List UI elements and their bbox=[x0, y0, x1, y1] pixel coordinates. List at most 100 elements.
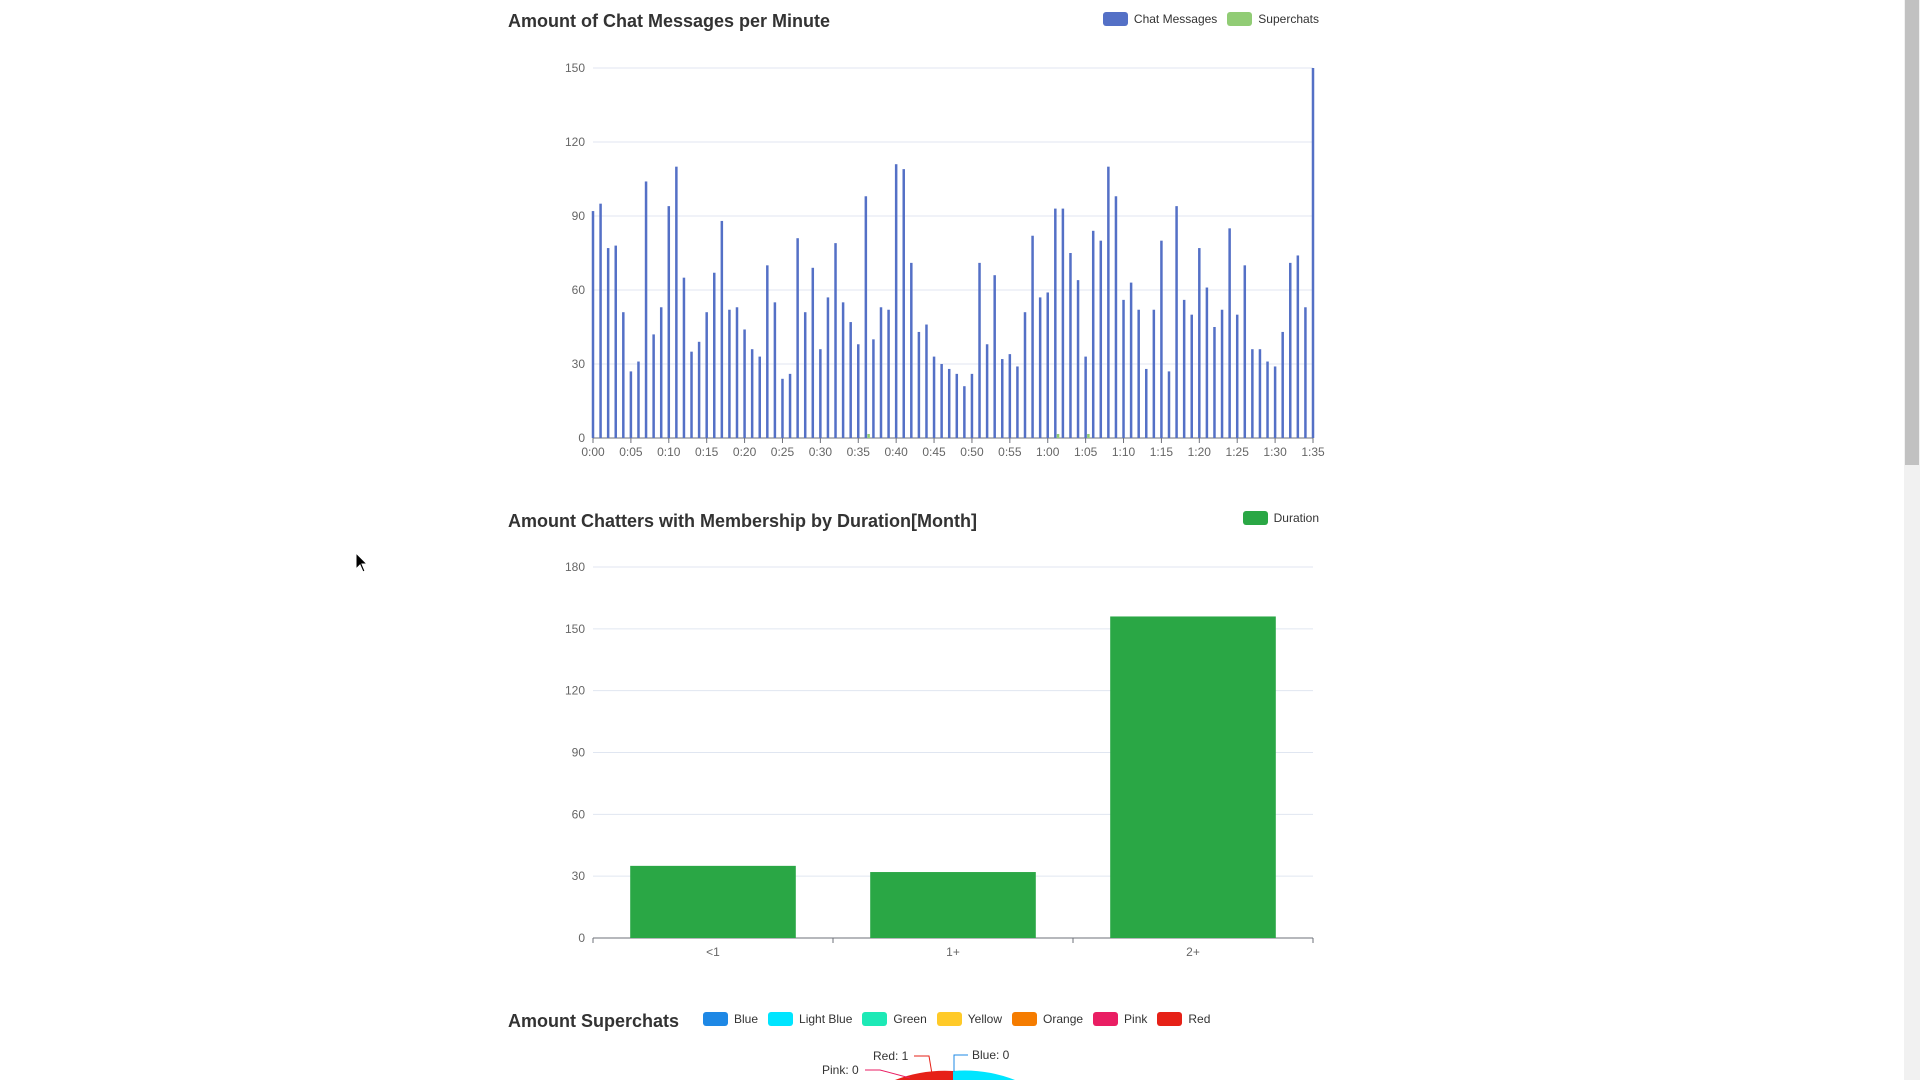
chat-messages-bar[interactable] bbox=[591, 211, 595, 438]
chat-messages-bar[interactable] bbox=[659, 307, 663, 438]
pie-slice-red[interactable] bbox=[895, 1070, 953, 1080]
legend-item-chat-messages[interactable]: Chat Messages bbox=[1102, 12, 1217, 26]
legend-item-orange[interactable]: Orange bbox=[1012, 1012, 1083, 1026]
duration-bar[interactable] bbox=[1110, 616, 1276, 938]
chat-messages-bar[interactable] bbox=[887, 309, 890, 438]
chat-messages-bar[interactable] bbox=[720, 220, 724, 438]
chat-messages-bar[interactable] bbox=[637, 361, 640, 438]
chat-messages-bar[interactable] bbox=[1091, 230, 1095, 438]
chat-messages-bar[interactable] bbox=[1137, 309, 1140, 438]
chat-messages-bar[interactable] bbox=[1099, 240, 1103, 438]
chat-messages-bar[interactable] bbox=[690, 351, 693, 438]
chat-messages-bar[interactable] bbox=[1008, 354, 1012, 438]
chat-messages-bar[interactable] bbox=[697, 341, 701, 438]
chat-messages-bar[interactable] bbox=[728, 309, 731, 438]
chat-messages-bar[interactable] bbox=[1175, 206, 1178, 438]
chat-messages-bar[interactable] bbox=[758, 356, 761, 438]
chat-messages-bar[interactable] bbox=[773, 302, 777, 438]
chat-messages-bar[interactable] bbox=[1145, 368, 1148, 438]
chat-messages-bar[interactable] bbox=[599, 203, 602, 438]
chat-messages-bar[interactable] bbox=[1046, 292, 1049, 438]
chat-messages-bar[interactable] bbox=[1251, 349, 1254, 438]
pie-slice-light-blue[interactable] bbox=[953, 1070, 1015, 1080]
chat-messages-bar[interactable] bbox=[879, 307, 883, 438]
legend-item-superchats[interactable]: Superchats bbox=[1227, 12, 1319, 26]
legend-item-yellow[interactable]: Yellow bbox=[936, 1012, 1002, 1026]
chat-messages-bar[interactable] bbox=[1198, 248, 1201, 438]
chat-messages-bar[interactable] bbox=[955, 373, 959, 438]
chat-messages-bar[interactable] bbox=[1205, 287, 1209, 438]
chat-messages-bar[interactable] bbox=[1228, 228, 1231, 438]
duration-bar[interactable] bbox=[870, 872, 1036, 938]
chat-messages-bar[interactable] bbox=[1061, 208, 1065, 438]
chat-messages-bar[interactable] bbox=[1258, 349, 1262, 438]
chat-messages-bar[interactable] bbox=[834, 243, 837, 438]
chat-messages-bar[interactable] bbox=[1281, 331, 1284, 438]
superchats-bar[interactable] bbox=[1056, 434, 1060, 438]
chat-messages-bar[interactable] bbox=[811, 267, 815, 438]
chat-messages-bar[interactable] bbox=[1190, 314, 1193, 438]
chat-messages-bar[interactable] bbox=[849, 322, 852, 438]
chat-messages-bar[interactable] bbox=[1069, 253, 1072, 438]
chat-messages-bar[interactable] bbox=[667, 206, 671, 438]
duration-bar[interactable] bbox=[630, 865, 796, 938]
chat-messages-bar[interactable] bbox=[803, 312, 807, 438]
chat-messages-bar[interactable] bbox=[1167, 371, 1171, 438]
chat-messages-bar[interactable] bbox=[940, 364, 943, 438]
superchats-bar[interactable] bbox=[867, 434, 870, 438]
chat-messages-bar[interactable] bbox=[713, 272, 716, 438]
chat-messages-bar[interactable] bbox=[1031, 235, 1034, 438]
chat-messages-bar[interactable] bbox=[947, 368, 951, 438]
chat-messages-bar[interactable] bbox=[1054, 208, 1057, 438]
chat-messages-bar[interactable] bbox=[1107, 166, 1110, 438]
chat-messages-bar[interactable] bbox=[735, 307, 739, 438]
legend-item-duration[interactable]: Duration bbox=[1242, 511, 1319, 525]
chat-messages-bar[interactable] bbox=[796, 238, 799, 438]
chat-messages-bar[interactable] bbox=[993, 275, 996, 438]
legend-item-red[interactable]: Red bbox=[1157, 1012, 1210, 1026]
chat-messages-bar[interactable] bbox=[864, 196, 868, 438]
chat-messages-bar[interactable] bbox=[932, 356, 936, 438]
chat-messages-bar[interactable] bbox=[963, 386, 966, 438]
chat-messages-bar[interactable] bbox=[1182, 299, 1186, 438]
chat-messages-bar[interactable] bbox=[1152, 309, 1156, 438]
legend-item-green[interactable]: Green bbox=[862, 1012, 927, 1026]
superchats-bar[interactable] bbox=[1087, 434, 1090, 438]
chat-messages-bar[interactable] bbox=[1235, 314, 1239, 438]
chat-messages-bar[interactable] bbox=[970, 373, 974, 438]
chat-messages-bar[interactable] bbox=[1114, 196, 1118, 438]
chat-messages-bar[interactable] bbox=[1304, 307, 1307, 438]
chat-messages-bar[interactable] bbox=[894, 164, 898, 438]
chat-messages-bar[interactable] bbox=[614, 245, 617, 438]
chat-messages-bar[interactable] bbox=[1016, 366, 1019, 438]
legend-item-light-blue[interactable]: Light Blue bbox=[768, 1012, 852, 1026]
chat-messages-bar[interactable] bbox=[902, 169, 905, 438]
chat-messages-bar[interactable] bbox=[1038, 297, 1042, 438]
chat-messages-bar[interactable] bbox=[682, 277, 686, 438]
chat-messages-bar[interactable] bbox=[985, 344, 989, 438]
chat-messages-bar[interactable] bbox=[819, 349, 822, 438]
chat-messages-bar[interactable] bbox=[925, 324, 928, 438]
chat-messages-bar[interactable] bbox=[622, 312, 625, 438]
legend-item-pink[interactable]: Pink bbox=[1093, 1012, 1147, 1026]
chat-messages-bar[interactable] bbox=[841, 302, 845, 438]
chat-messages-bar[interactable] bbox=[1213, 327, 1216, 438]
legend-item-blue[interactable]: Blue bbox=[703, 1012, 758, 1026]
chat-messages-bar[interactable] bbox=[652, 334, 655, 438]
scrollbar-thumb[interactable] bbox=[1905, 0, 1919, 465]
chat-messages-bar[interactable] bbox=[826, 297, 830, 438]
chat-messages-bar[interactable] bbox=[629, 371, 633, 438]
chat-messages-bar[interactable] bbox=[1160, 240, 1163, 438]
chat-messages-bar[interactable] bbox=[788, 373, 792, 438]
chat-messages-bar[interactable] bbox=[750, 349, 754, 438]
chat-messages-bar[interactable] bbox=[917, 331, 921, 438]
chat-messages-bar[interactable] bbox=[978, 262, 981, 438]
chat-messages-bar[interactable] bbox=[1076, 280, 1080, 438]
chat-messages-bar[interactable] bbox=[1243, 265, 1247, 438]
chat-messages-bar[interactable] bbox=[606, 248, 610, 438]
chat-messages-bar[interactable] bbox=[675, 166, 678, 438]
chat-messages-bar[interactable] bbox=[910, 262, 913, 438]
chat-messages-bar[interactable] bbox=[781, 378, 784, 438]
chat-messages-bar[interactable] bbox=[1129, 282, 1133, 438]
chat-messages-bar[interactable] bbox=[1220, 309, 1224, 438]
